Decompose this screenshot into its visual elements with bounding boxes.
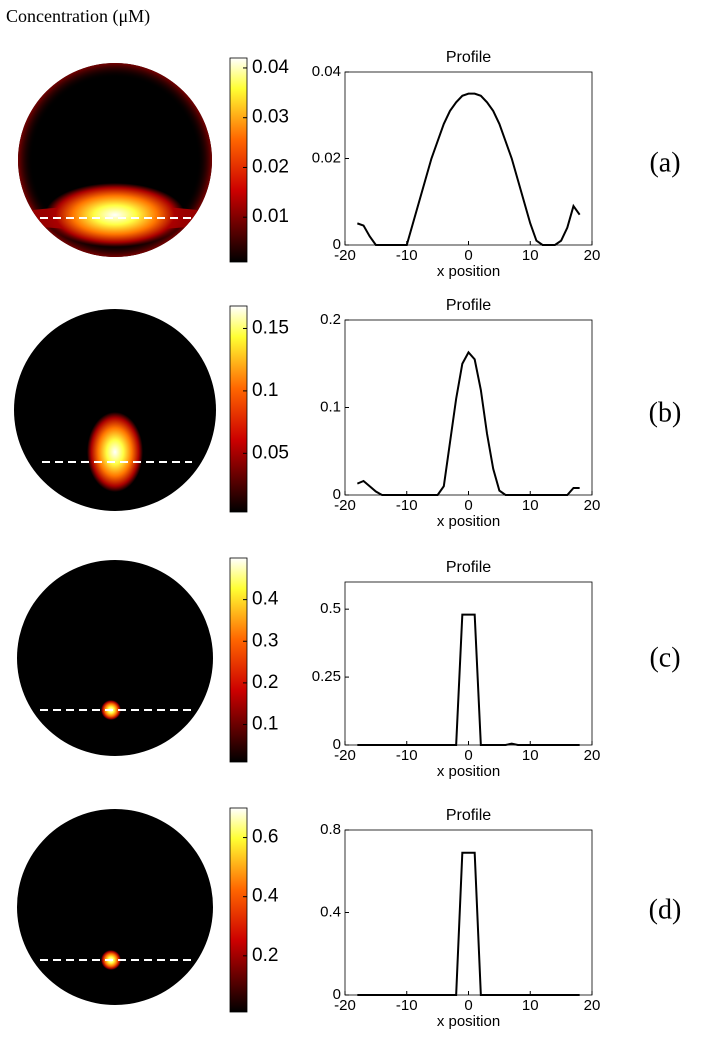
x-tick-label: 0 [464, 497, 472, 514]
plot-title: Profile [446, 559, 491, 576]
y-tick-label: 0.5 [320, 600, 341, 617]
x-tick-label: -10 [396, 747, 418, 764]
x-tick-label: 20 [584, 747, 601, 764]
colorbar [229, 807, 248, 1013]
x-tick-label: -20 [334, 247, 356, 264]
profile-line [357, 613, 580, 746]
y-tick-label: 0 [333, 736, 341, 753]
x-tick-label: 20 [584, 997, 601, 1014]
profile-line [356, 350, 580, 496]
colorbar [229, 557, 248, 763]
profile-line [357, 851, 580, 996]
plot-title: Profile [446, 297, 491, 314]
heatmap-d [17, 809, 213, 1005]
x-axis-label: x position [437, 263, 500, 280]
panel-label: (c) [649, 642, 680, 673]
y-tick-label: 0 [333, 236, 341, 253]
heatmap-c [17, 560, 213, 756]
x-tick-label: 10 [522, 497, 539, 514]
y-tick-label: 0.8 [320, 821, 341, 838]
plot-frame [344, 319, 593, 496]
colorbar-tick-label: 0.4 [252, 589, 279, 610]
x-axis-label: x position [437, 1013, 500, 1030]
colorbar-tick-label: 0.2 [252, 945, 278, 966]
y-tick-label: 0.4 [320, 903, 341, 920]
plot-frame [344, 71, 593, 246]
colorbar [229, 305, 248, 513]
colorbar-tick-label: 0.3 [252, 630, 278, 651]
colorbar-tick-label: 0.6 [252, 827, 278, 848]
x-tick-label: 10 [522, 247, 539, 264]
x-tick-label: 0 [464, 247, 472, 264]
x-axis-label: x position [437, 763, 500, 780]
x-tick-label: 10 [522, 747, 539, 764]
y-tick-label: 0.04 [312, 63, 341, 80]
profile-line [357, 92, 581, 246]
x-tick-label: -10 [396, 997, 418, 1014]
x-tick-label: 20 [584, 247, 601, 264]
plot-title: Profile [446, 807, 491, 824]
x-tick-label: -20 [334, 997, 356, 1014]
x-tick-label: -10 [396, 247, 418, 264]
plot-title: Profile [446, 49, 491, 66]
heatmap-a [18, 63, 212, 257]
colorbar-tick-label: 0.15 [252, 317, 289, 338]
x-tick-label: -10 [396, 497, 418, 514]
plot-frame [344, 829, 593, 996]
y-tick-label: 0.2 [320, 311, 341, 328]
figure-title: Concentration (μM) [6, 6, 150, 27]
y-tick-label: 0.25 [312, 668, 341, 685]
colorbar-tick-label: 0.4 [252, 886, 279, 907]
heatmap-b [14, 309, 216, 511]
panel-label: (a) [649, 147, 680, 178]
colorbar-tick-label: 0.04 [252, 57, 289, 78]
colorbar-tick-label: 0.03 [252, 107, 289, 128]
colorbar-tick-label: 0.05 [252, 442, 289, 463]
x-tick-label: 20 [584, 497, 601, 514]
x-axis-label: x position [437, 513, 500, 530]
panel-label: (b) [649, 397, 682, 428]
y-tick-label: 0.1 [320, 398, 341, 415]
colorbar-tick-label: 0.1 [252, 714, 278, 735]
colorbar-tick-label: 0.01 [252, 206, 289, 227]
x-tick-label: 10 [522, 997, 539, 1014]
x-tick-label: 0 [464, 997, 472, 1014]
colorbar [229, 57, 248, 263]
plot-frame [344, 581, 593, 746]
colorbar-tick-label: 0.2 [252, 672, 278, 693]
colorbar-tick-label: 0.1 [252, 380, 278, 401]
y-tick-label: 0 [333, 486, 341, 503]
colorbar-tick-label: 0.02 [252, 156, 289, 177]
x-tick-label: 0 [464, 747, 472, 764]
y-tick-label: 0.02 [312, 149, 341, 166]
x-tick-label: -20 [334, 497, 356, 514]
x-tick-label: -20 [334, 747, 356, 764]
panel-label: (d) [649, 894, 682, 925]
y-tick-label: 0 [333, 986, 341, 1003]
